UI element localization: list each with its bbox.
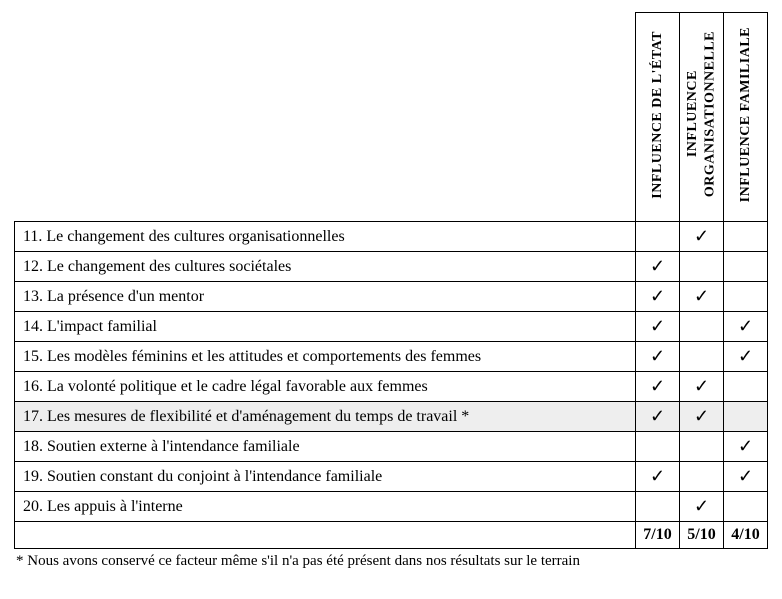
totals-row: 7/10 5/10 4/10 — [15, 522, 768, 549]
header-blank — [15, 13, 636, 222]
row-label: 12. Le changement des cultures sociétale… — [15, 252, 636, 282]
table-row: 19. Soutien constant du conjoint à l'int… — [15, 462, 768, 492]
checkmark-cell: ✓ — [636, 462, 680, 492]
checkmark-cell: ✓ — [636, 402, 680, 432]
checkmark-cell — [680, 342, 724, 372]
checkmark-cell: ✓ — [636, 312, 680, 342]
checkmark-cell — [680, 432, 724, 462]
col-header-fam: INFLUENCE FAMILIALE — [724, 13, 768, 222]
row-label: 20. Les appuis à l'interne — [15, 492, 636, 522]
total-fam: 4/10 — [724, 522, 768, 549]
checkmark-cell — [636, 432, 680, 462]
checkmark-cell — [680, 462, 724, 492]
row-label: 18. Soutien externe à l'intendance famil… — [15, 432, 636, 462]
checkmark-cell: ✓ — [636, 372, 680, 402]
checkmark-cell — [680, 312, 724, 342]
row-label: 14. L'impact familial — [15, 312, 636, 342]
checkmark-cell: ✓ — [680, 222, 724, 252]
checkmark-cell: ✓ — [724, 432, 768, 462]
table-row: 11. Le changement des cultures organisat… — [15, 222, 768, 252]
checkmark-cell: ✓ — [680, 372, 724, 402]
table-row: 17. Les mesures de flexibilité et d'amén… — [15, 402, 768, 432]
checkmark-cell: ✓ — [724, 462, 768, 492]
table-row: 15. Les modèles féminins et les attitude… — [15, 342, 768, 372]
checkmark-cell — [724, 492, 768, 522]
row-label: 15. Les modèles féminins et les attitude… — [15, 342, 636, 372]
total-etat: 7/10 — [636, 522, 680, 549]
checkmark-cell: ✓ — [724, 342, 768, 372]
table-row: 12. Le changement des cultures sociétale… — [15, 252, 768, 282]
col-header-label: INFLUENCE ORGANISATIONNELLE — [684, 31, 719, 197]
checkmark-cell: ✓ — [680, 492, 724, 522]
checkmark-cell: ✓ — [636, 342, 680, 372]
table-row: 18. Soutien externe à l'intendance famil… — [15, 432, 768, 462]
checkmark-cell — [724, 222, 768, 252]
checkmark-cell: ✓ — [636, 282, 680, 312]
influence-table: INFLUENCE DE L'ÉTAT INFLUENCE ORGANISATI… — [14, 12, 768, 549]
checkmark-cell — [724, 372, 768, 402]
checkmark-cell — [636, 222, 680, 252]
checkmark-cell — [680, 252, 724, 282]
checkmark-cell — [724, 252, 768, 282]
table-row: 14. L'impact familial✓✓ — [15, 312, 768, 342]
total-org: 5/10 — [680, 522, 724, 549]
col-header-label: INFLUENCE DE L'ÉTAT — [649, 31, 667, 199]
checkmark-cell: ✓ — [680, 402, 724, 432]
row-label: 19. Soutien constant du conjoint à l'int… — [15, 462, 636, 492]
checkmark-cell — [636, 492, 680, 522]
col-header-etat: INFLUENCE DE L'ÉTAT — [636, 13, 680, 222]
table-row: 20. Les appuis à l'interne ✓ — [15, 492, 768, 522]
checkmark-cell: ✓ — [724, 312, 768, 342]
row-label: 16. La volonté politique et le cadre lég… — [15, 372, 636, 402]
checkmark-cell — [724, 282, 768, 312]
row-label: 17. Les mesures de flexibilité et d'amén… — [15, 402, 636, 432]
checkmark-cell: ✓ — [636, 252, 680, 282]
row-label: 13. La présence d'un mentor — [15, 282, 636, 312]
row-label: 11. Le changement des cultures organisat… — [15, 222, 636, 252]
table-row: 16. La volonté politique et le cadre lég… — [15, 372, 768, 402]
table-row: 13. La présence d'un mentor✓✓ — [15, 282, 768, 312]
footnote: * Nous avons conservé ce facteur même s'… — [14, 549, 768, 570]
table-header-row: INFLUENCE DE L'ÉTAT INFLUENCE ORGANISATI… — [15, 13, 768, 222]
page: INFLUENCE DE L'ÉTAT INFLUENCE ORGANISATI… — [0, 0, 782, 599]
col-header-org: INFLUENCE ORGANISATIONNELLE — [680, 13, 724, 222]
checkmark-cell — [724, 402, 768, 432]
col-header-label: INFLUENCE FAMILIALE — [737, 27, 755, 202]
checkmark-cell: ✓ — [680, 282, 724, 312]
totals-blank — [15, 522, 636, 549]
